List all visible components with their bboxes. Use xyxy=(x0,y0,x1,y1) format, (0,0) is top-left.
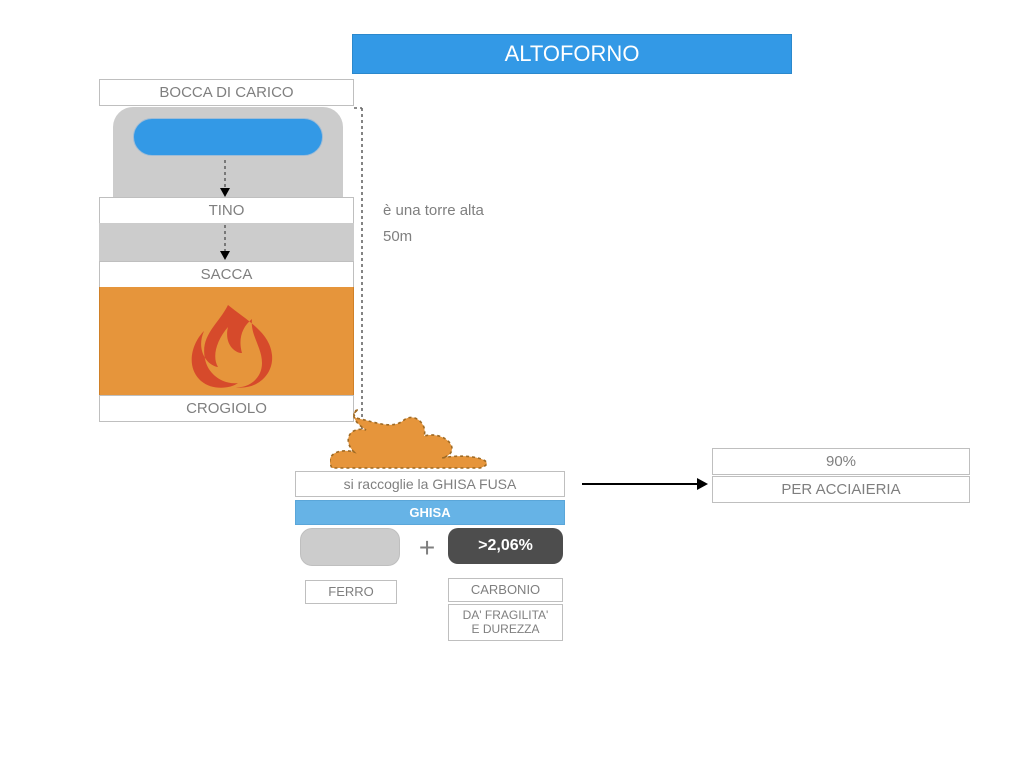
arrow-right xyxy=(0,0,1024,768)
arrow-right-head xyxy=(697,478,708,490)
